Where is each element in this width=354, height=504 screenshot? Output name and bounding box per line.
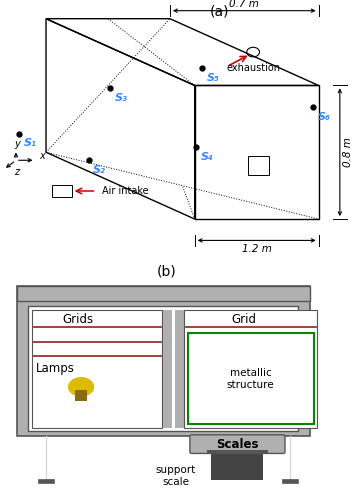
Text: S₅: S₅ [206,73,219,83]
FancyBboxPatch shape [211,452,263,480]
Text: support
scale: support scale [155,465,196,487]
Text: S₁: S₁ [24,139,37,148]
Circle shape [69,377,93,396]
Text: Lamps: Lamps [35,362,74,375]
Text: Scales: Scales [216,437,259,451]
FancyBboxPatch shape [163,310,172,428]
Text: z: z [14,167,19,177]
FancyBboxPatch shape [190,435,285,454]
FancyBboxPatch shape [38,479,54,483]
Text: S₃: S₃ [114,93,127,103]
Text: S₄: S₄ [201,152,214,162]
FancyBboxPatch shape [17,286,310,436]
FancyBboxPatch shape [28,305,298,431]
Text: Air intake: Air intake [102,186,148,196]
FancyBboxPatch shape [32,310,162,428]
Text: S₆: S₆ [318,112,331,121]
Text: x: x [39,151,45,161]
Text: Grids: Grids [62,313,93,326]
Text: 1.2 m: 1.2 m [242,244,272,255]
Text: (b): (b) [156,265,176,279]
FancyBboxPatch shape [188,334,314,424]
Text: metallic
structure: metallic structure [227,368,275,390]
FancyBboxPatch shape [206,450,268,455]
Text: exhaustion: exhaustion [226,64,280,73]
Text: Grid: Grid [232,313,257,326]
Text: (a): (a) [210,4,229,18]
Text: 0.8 m: 0.8 m [343,137,353,167]
FancyBboxPatch shape [184,310,317,428]
Text: y: y [14,139,20,149]
Text: 0.7 m: 0.7 m [229,0,259,10]
FancyBboxPatch shape [282,479,298,483]
FancyBboxPatch shape [175,310,184,428]
FancyBboxPatch shape [75,390,87,401]
FancyBboxPatch shape [17,286,310,301]
Text: S₂: S₂ [93,165,106,175]
